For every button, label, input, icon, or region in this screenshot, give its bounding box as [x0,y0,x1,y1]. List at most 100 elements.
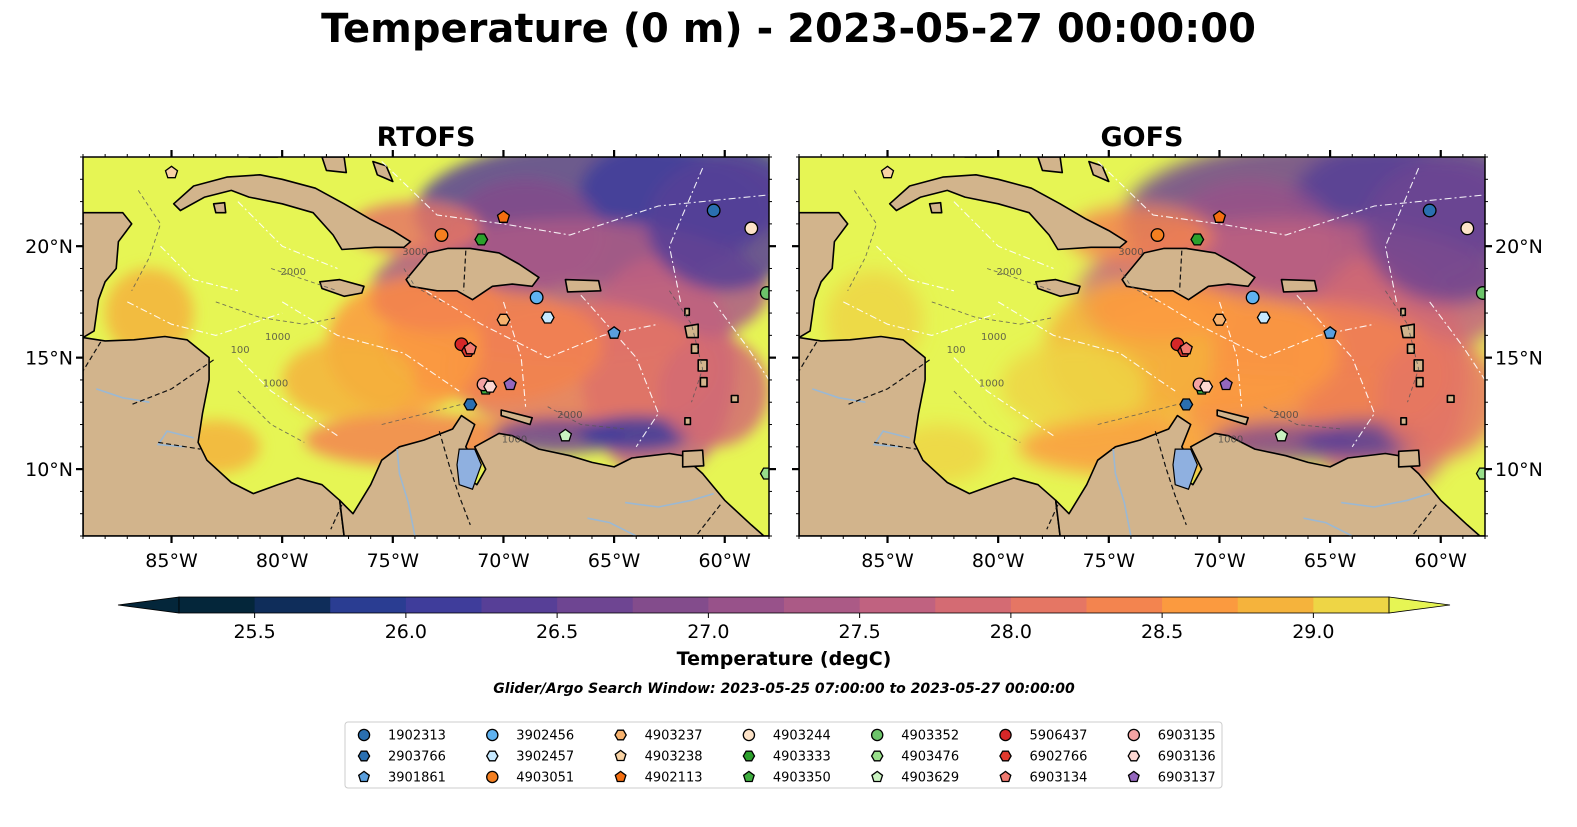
river [587,517,637,536]
land-cuba [888,174,1128,251]
float-marker-4903476 [759,467,769,480]
country-border [874,441,917,450]
land-lesser-antilles-6 [684,417,692,426]
country-border [83,341,102,372]
eez-boundary [580,294,660,448]
colorbar-segment [179,597,256,613]
float-marker-2903766 [463,398,478,411]
float-marker-1902313 [706,203,721,218]
colorbar-tick-label: 28.5 [1141,621,1183,643]
figure-title: Temperature (0 m) - 2023-05-27 00:00:00 [321,6,1256,52]
legend-label: 6902766 [1030,750,1088,765]
float-marker-6903136 [483,380,498,393]
land-bahamas-1 [321,157,348,174]
float-legend: 1902313 2903766 3901861 3902456 3902457 49030… [357,728,1216,786]
y-tick-label: 15°N [25,348,73,370]
eez-boundary [425,290,659,359]
land-layer-gofs [799,157,1485,536]
land-abc-islands [500,409,533,426]
eez-boundary [843,301,999,336]
colorbar-label: Temperature (degC) [677,648,892,670]
axis-ticks-gofs: 85°W 80°W 75°W 70°W 65°W 60°W 20°N 15°N 10°N [792,150,1543,572]
depth-contour [669,290,704,403]
colorbar-segment [1237,597,1314,613]
river [1112,449,1132,536]
colorbar-tick-label: 25.5 [233,621,275,643]
x-tick-label: 85°W [861,550,914,572]
temperature-patch [1000,342,1147,431]
legend-marker-4903244 [742,728,756,742]
map-panel-gofs: GOFS 1000 2000 3000 100 1000 2000 1000 85°W 80°… [792,122,1543,572]
depth-contour [270,268,338,292]
float-marker-4903244 [744,221,759,236]
x-tick-label: 60°W [1415,550,1468,572]
legend-marker-6903136 [1127,750,1141,762]
legend-marker-3901861 [357,770,371,783]
contour-label: 1000 [1218,434,1243,445]
river [1341,492,1430,508]
colorbar-tick-label: 27.0 [687,621,729,643]
x-tick-label: 70°W [477,550,530,572]
land-lesser-antilles-4 [697,359,708,372]
float-marker-3902457 [1256,311,1271,324]
contour-label: 2000 [996,267,1021,278]
legend-marker-3902456 [486,728,499,742]
colorbar-segment [254,597,331,613]
legend-label: 4903352 [901,729,959,744]
contour-label: 3000 [1118,247,1143,258]
land-lesser-antilles-6 [1400,417,1408,426]
country-border [1154,431,1187,526]
eez-boundary [381,161,769,236]
float-marker-4903333 [474,233,489,246]
legend-label: 2903766 [388,750,446,765]
colorbar-segment [1086,597,1163,613]
float-marker-6903137 [1219,377,1233,391]
land-bahamas-2 [1088,160,1110,183]
eez-boundary [237,201,338,270]
float-marker-2903766 [1179,398,1194,411]
land-lesser-antilles-2 [1400,323,1415,339]
colorbar-segment [405,597,482,613]
float-marker-4903051 [434,228,449,242]
contour-label: 2000 [557,410,582,421]
land-barbados [730,394,739,403]
legend-label: 3902457 [516,750,574,765]
land-bahamas-2 [372,160,394,183]
float-marker-3902456 [1245,290,1260,305]
country-border [438,431,471,526]
legend-marker-2903766 [357,750,371,762]
depth-contour [237,390,305,443]
land-yucatan [83,211,133,339]
legend-marker-6903135 [1127,728,1141,742]
map-frame-rtofs [82,156,770,537]
country-border [847,359,930,406]
contour-label: 1000 [263,379,288,390]
float-marker-4903237 [496,313,511,326]
bathymetry-contours-gofs: 1000 2000 3000 100 1000 2000 1000 [847,190,1420,445]
legend-label: 3901861 [388,771,446,786]
contour-label: 3000 [402,247,427,258]
float-marker-4903629 [558,428,573,442]
legend-marker-4903238 [614,749,627,762]
float-marker-4902113 [496,210,511,223]
x-tick-label: 65°W [1304,550,1357,572]
y-tick-label: 10°N [25,459,73,481]
legend-marker-4903476 [870,750,884,762]
legend-label: 4903476 [901,750,959,765]
float-marker-4903238 [880,165,895,179]
land-yucatan [799,211,849,339]
legend-label: 6903137 [1158,771,1216,786]
contour-label: 2000 [1273,410,1298,421]
colorbar-segment [1010,597,1087,613]
land-hispaniola [1121,247,1256,301]
panel-title-gofs: GOFS [1100,122,1183,153]
country-border [1411,504,1437,536]
y-tick-label: 20°N [25,236,73,258]
country-border [799,341,818,372]
colorbar-tick-label: 29.0 [1292,621,1334,643]
colorbar-frame [178,596,1390,614]
lake-maracaibo [456,448,482,490]
float-marker-3901861 [607,325,621,339]
temperature-patch [105,268,194,358]
land-lesser-antilles-3 [1406,343,1415,354]
